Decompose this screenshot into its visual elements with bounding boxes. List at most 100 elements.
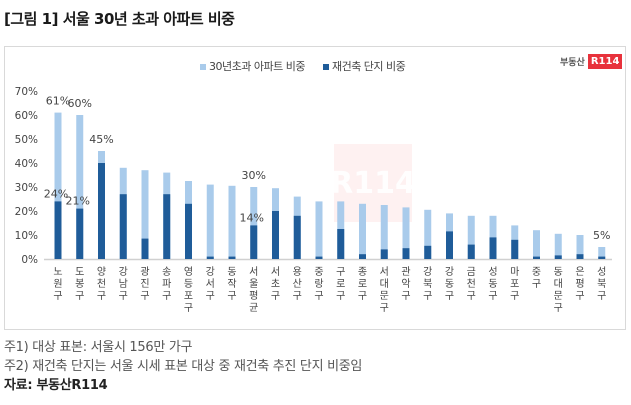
legend-label: 재건축 단지 비중 — [331, 60, 406, 73]
data-label: 45% — [89, 133, 113, 146]
bar-rebuild — [511, 239, 519, 259]
bar-rebuild — [380, 249, 388, 259]
bar-over30 — [250, 187, 258, 259]
data-label: 21% — [66, 195, 90, 208]
bar-over30 — [402, 207, 410, 259]
y-tick-label: 70% — [15, 86, 38, 98]
figure-title: [그림 1] 서울 30년 초과 아파트 비중 — [4, 10, 235, 28]
bar-rebuild — [293, 215, 301, 259]
bar-over30 — [576, 235, 584, 259]
note-1: 주1) 대상 표본: 서울시 156만 가구 — [4, 340, 193, 355]
bar-rebuild — [272, 211, 279, 259]
data-label: 24% — [44, 187, 68, 200]
notes: 주1) 대상 표본: 서울시 156만 가구 주2) 재건축 단지는 서울 시세… — [4, 338, 362, 395]
bar-rebuild — [163, 194, 171, 259]
logo-text: 부동산 — [560, 58, 585, 68]
bar-rebuild — [250, 225, 258, 259]
bar-rebuild — [467, 244, 475, 259]
bar-over30 — [206, 184, 214, 259]
bar-rebuild — [533, 256, 540, 259]
bar-rebuild — [489, 237, 497, 259]
bar-rebuild — [206, 256, 214, 259]
bar-rebuild — [185, 203, 192, 259]
bar-rebuild — [315, 256, 323, 259]
y-tick-label: 40% — [15, 158, 38, 170]
bar-rebuild — [424, 245, 432, 259]
bar-over30 — [598, 247, 606, 259]
watermark: R114 — [330, 144, 416, 222]
bar-over30 — [554, 233, 562, 259]
bar-rebuild — [576, 254, 584, 259]
brand-logo: 부동산 R114 — [560, 54, 623, 69]
legend-swatch — [322, 64, 329, 70]
bar-over30 — [141, 170, 149, 259]
y-tick-label: 10% — [15, 230, 38, 242]
data-label: 60% — [68, 97, 92, 110]
data-label: 30% — [242, 169, 266, 182]
bar-rebuild — [402, 248, 410, 259]
data-label: 5% — [593, 229, 610, 242]
bar-rebuild — [119, 194, 127, 259]
bar-over30 — [228, 185, 236, 259]
bar-over30 — [424, 209, 432, 259]
bar-rebuild — [54, 201, 62, 259]
data-label: 14% — [240, 211, 264, 224]
bar-over30 — [54, 112, 62, 259]
data-label: 61% — [46, 95, 70, 108]
bar-rebuild — [337, 229, 345, 259]
bar-rebuild — [446, 231, 453, 259]
bar-rebuild — [76, 208, 84, 259]
y-tick-label: 60% — [15, 110, 38, 122]
note-2: 주2) 재건축 단지는 서울 시세 표본 대상 중 재건축 추진 단지 비중임 — [4, 359, 363, 374]
bar-over30 — [76, 115, 84, 259]
bar-rebuild — [228, 256, 236, 259]
y-tick-label: 50% — [15, 134, 38, 146]
bar-over30 — [380, 205, 388, 259]
bar-rebuild — [554, 255, 562, 259]
chart-frame — [4, 46, 626, 330]
source: 자료: 부동산R114 — [4, 378, 108, 393]
bar-rebuild — [598, 256, 606, 259]
logo-badge: R114 — [587, 54, 623, 69]
bar-over30 — [533, 230, 540, 259]
legend-item-over30: 30년초과 아파트 비중 — [200, 58, 305, 74]
legend: 30년초과 아파트 비중 재건축 단지 비중 — [200, 58, 406, 74]
y-tick-label: 20% — [15, 206, 38, 218]
bar-rebuild — [98, 163, 105, 259]
bar-over30 — [359, 203, 366, 259]
bar-rebuild — [141, 238, 149, 259]
legend-item-rebuild: 재건축 단지 비중 — [322, 58, 406, 74]
legend-swatch — [200, 64, 206, 70]
bar-rebuild — [359, 254, 366, 259]
y-tick-label: 30% — [15, 182, 38, 194]
bar-over30 — [467, 215, 475, 259]
bar-over30 — [315, 201, 323, 259]
